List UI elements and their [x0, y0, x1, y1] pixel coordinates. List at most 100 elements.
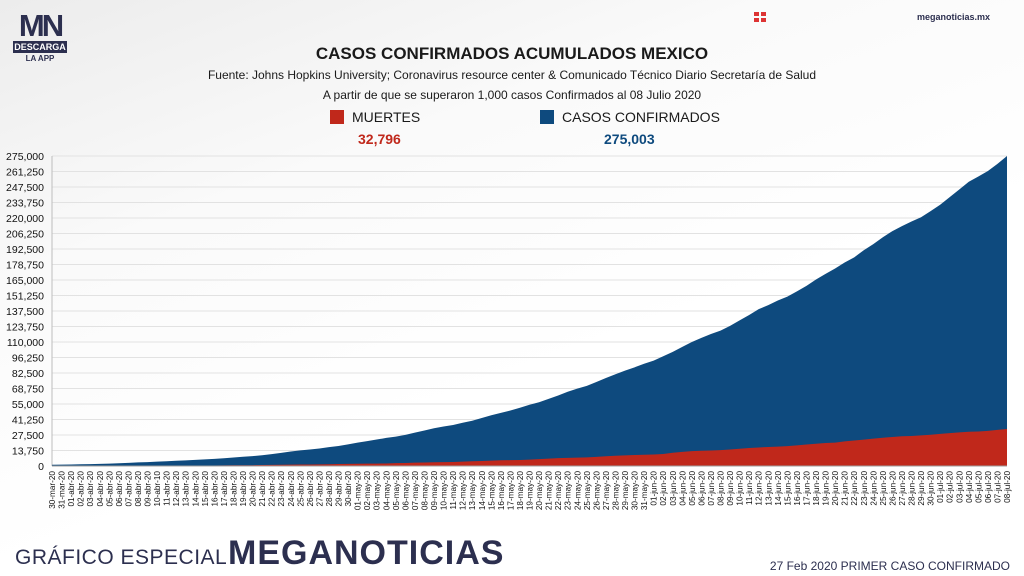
x-tick-label: 08-jun-20 — [717, 471, 726, 506]
x-tick-label: 28-may-20 — [611, 471, 620, 511]
x-tick-label: 01-abr-20 — [67, 471, 76, 507]
logo-download-label: DESCARGA — [13, 41, 67, 53]
y-tick-label: 247,500 — [6, 182, 44, 194]
brand-logo: MN DESCARGA LA APP — [13, 8, 67, 65]
area-series-confirmados — [52, 156, 1007, 466]
x-tick-label: 09-abr-20 — [144, 471, 153, 507]
y-tick-label: 137,500 — [6, 306, 44, 318]
x-tick-label: 04-jul-20 — [965, 471, 974, 503]
footer-label: GRÁFICO ESPECIAL — [15, 546, 228, 569]
x-tick-label: 17-abr-20 — [220, 471, 229, 507]
x-tick-label: 01-jun-20 — [650, 471, 659, 506]
x-tick-label: 27-abr-20 — [315, 471, 324, 507]
x-tick-label: 01-jul-20 — [936, 471, 945, 503]
x-tick-label: 17-jun-20 — [802, 471, 811, 506]
chart-source: Fuente: Johns Hopkins University; Corona… — [207, 68, 817, 82]
x-tick-label: 21-may-20 — [545, 471, 554, 511]
x-tick-label: 26-jun-20 — [888, 471, 897, 506]
x-tick-label: 07-may-20 — [411, 471, 420, 511]
y-tick-label: 68,750 — [12, 384, 44, 396]
y-tick-label: 123,750 — [6, 322, 44, 334]
x-tick-label: 14-abr-20 — [191, 471, 200, 507]
x-tick-label: 26-may-20 — [592, 471, 601, 511]
red-square-grid-icon — [754, 12, 766, 23]
site-url: meganoticias.mx — [916, 12, 990, 22]
x-tick-label: 15-abr-20 — [201, 471, 210, 507]
x-tick-label: 09-jun-20 — [726, 471, 735, 506]
x-tick-label: 16-may-20 — [497, 471, 506, 511]
x-tick-label: 27-jun-20 — [898, 471, 907, 506]
y-tick-label: 13,750 — [12, 446, 44, 458]
x-tick-label: 05-may-20 — [392, 471, 401, 511]
x-tick-label: 28-abr-20 — [325, 471, 334, 507]
x-tick-label: 11-may-20 — [449, 471, 458, 510]
legend-swatch-confirmados — [540, 110, 554, 124]
legend-label-muertes: MUERTES — [352, 109, 421, 125]
x-tick-label: 12-jun-20 — [755, 471, 764, 506]
x-tick-label: 03-jul-20 — [955, 471, 964, 503]
legend-muertes: MUERTES — [330, 109, 420, 125]
x-tick-label: 30-may-20 — [631, 471, 640, 511]
x-tick-label: 22-jun-20 — [850, 471, 859, 506]
x-tick-label: 02-abr-20 — [77, 471, 86, 507]
x-tick-label: 16-jun-20 — [793, 471, 802, 506]
legend-label-confirmados: CASOS CONFIRMADOS — [562, 109, 720, 125]
x-tick-label: 11-abr-20 — [163, 471, 172, 506]
x-tick-label: 12-abr-20 — [172, 471, 181, 507]
y-tick-label: 261,250 — [6, 167, 44, 179]
y-tick-label: 178,750 — [6, 260, 44, 272]
y-tick-label: 55,000 — [12, 399, 44, 411]
x-tick-label: 29-jun-20 — [917, 471, 926, 506]
logo-mark: MN — [18, 8, 64, 43]
x-tick-label: 10-may-20 — [440, 471, 449, 511]
x-tick-label: 08-abr-20 — [134, 471, 143, 507]
total-confirmados: 275,003 — [604, 131, 655, 147]
y-tick-label: 192,500 — [6, 244, 44, 256]
x-tick-label: 20-jun-20 — [831, 471, 840, 506]
area-chart: 0 13,750 27,500 41,250 55,000 68,750 82,500 96,… — [6, 151, 1012, 511]
x-tick-label: 25-may-20 — [583, 471, 592, 511]
x-tick-label: 23-may-20 — [564, 471, 573, 511]
x-tick-label: 10-abr-10 — [153, 471, 162, 507]
x-tick-label: 04-may-20 — [382, 471, 391, 511]
chart-title: CASOS CONFIRMADOS ACUMULADOS MEXICO — [315, 44, 709, 63]
y-tick-label: 275,000 — [6, 151, 44, 163]
y-tick-label: 41,250 — [12, 415, 44, 427]
x-tick-label: 04-abr-20 — [96, 471, 105, 507]
x-tick-label: 28-jun-20 — [908, 471, 917, 506]
x-tick-label: 20-abr-20 — [249, 471, 258, 507]
x-tick-label: 18-jun-20 — [812, 471, 821, 506]
x-tick-label: 24-may-20 — [573, 471, 582, 511]
x-tick-label: 11-jun-20 — [745, 471, 754, 505]
x-tick-label: 06-may-20 — [401, 471, 410, 511]
x-tick-label: 07-jul-20 — [993, 471, 1002, 503]
x-tick-label: 03-abr-20 — [86, 471, 95, 507]
y-tick-label: 220,000 — [6, 213, 44, 225]
x-tick-label: 20-may-20 — [535, 471, 544, 511]
x-tick-label: 22-may-20 — [554, 471, 563, 511]
y-tick-label: 82,500 — [12, 368, 44, 380]
y-tick-label: 96,250 — [12, 353, 44, 365]
x-tick-label: 02-may-20 — [363, 471, 372, 511]
x-tick-label: 21-abr-20 — [258, 471, 267, 507]
x-tick-label: 26-abr-20 — [306, 471, 315, 507]
x-tick-label: 13-jun-20 — [764, 471, 773, 506]
x-tick-label: 18-may-20 — [516, 471, 525, 511]
x-tick-label: 21-jun-20 — [841, 471, 850, 506]
x-tick-label: 12-may-20 — [459, 471, 468, 511]
x-tick-label: 15-may-20 — [487, 471, 496, 511]
x-tick-label: 05-jul-20 — [974, 471, 983, 503]
x-tick-label: 14-jun-20 — [774, 471, 783, 506]
x-tick-label: 13-abr-20 — [182, 471, 191, 507]
y-tick-label: 110,000 — [7, 337, 44, 349]
x-tick-label: 29-abr-20 — [335, 471, 344, 507]
x-tick-label: 15-jun-20 — [783, 471, 792, 506]
x-tick-label: 03-may-20 — [373, 471, 382, 511]
total-muertes: 32,796 — [358, 131, 401, 147]
legend-confirmados: CASOS CONFIRMADOS — [540, 109, 720, 125]
x-tick-label: 17-may-20 — [506, 471, 515, 511]
x-tick-label: 04-jun-20 — [678, 471, 687, 506]
area-series-muertes — [52, 429, 1007, 466]
x-tick-label: 03-jun-20 — [669, 471, 678, 506]
logo-app-label: LA APP — [25, 54, 55, 63]
